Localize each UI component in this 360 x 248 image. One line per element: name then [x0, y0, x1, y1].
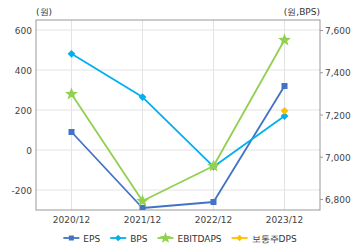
y-tick-label: -200 [12, 186, 33, 196]
y2-tick-label: 7,200 [325, 111, 351, 121]
point [139, 93, 147, 101]
y-tick-label: 400 [15, 66, 32, 76]
legend-label: 보통주DPS [252, 234, 297, 244]
y2-tick-label: 7,600 [325, 26, 351, 36]
legend: EPS BPS EBITDAPS 보통주DPS [63, 232, 297, 244]
grid-line [36, 110, 320, 111]
point [281, 107, 289, 115]
legend-item: EPS [63, 234, 100, 244]
point [282, 83, 288, 89]
chart-container: -200 0 200 400 600 6,800 7,000 7,200 7,400 7,600 2… [0, 0, 360, 248]
legend-item: EBITDAPS [157, 232, 221, 244]
y2-tick-label: 7,000 [325, 153, 351, 163]
grid-line [36, 70, 320, 71]
x-tick-label: 2020/12 [53, 215, 90, 225]
grid [36, 20, 320, 210]
y-tick-label: 0 [26, 146, 32, 156]
point [211, 199, 217, 205]
chart: -200 0 200 400 600 6,800 7,000 7,200 7,400 7,600 2… [0, 0, 360, 248]
legend-marker [69, 236, 74, 241]
legend-marker [236, 235, 243, 242]
grid-line [36, 150, 320, 151]
legend-marker [115, 235, 122, 242]
y2-tick [320, 115, 323, 116]
grid-line [71, 20, 72, 210]
x-tick-label: 2023/12 [266, 215, 303, 225]
grid-line [213, 20, 214, 210]
point [65, 87, 78, 99]
legend-item: 보통주DPS [232, 234, 297, 244]
legend-label: EBITDAPS [177, 234, 221, 244]
y2-tick [320, 72, 323, 73]
point [68, 50, 76, 58]
series-line [72, 40, 285, 201]
y-axis-title: (원) [36, 7, 52, 17]
x-tick-label: 2022/12 [195, 215, 232, 225]
point [140, 205, 146, 210]
legend-item: BPS [110, 234, 148, 244]
y2-tick [320, 199, 323, 200]
grid-line [36, 30, 320, 31]
legend-marker [160, 232, 171, 243]
point [136, 194, 149, 206]
series-line [72, 54, 285, 167]
y2-tick [320, 157, 323, 158]
y-tick-label: 200 [15, 106, 32, 116]
series-group [65, 33, 291, 210]
point [278, 33, 291, 45]
grid-line [36, 190, 320, 191]
point [207, 159, 220, 171]
point [69, 129, 75, 135]
grid-line [142, 20, 143, 210]
y2-tick-label: 7,400 [325, 68, 351, 78]
legend-label: EPS [83, 234, 100, 244]
plot-frame [36, 20, 320, 210]
legend-label: BPS [130, 234, 148, 244]
y2-tick [320, 30, 323, 31]
y2-tick-label: 6,800 [325, 195, 351, 205]
series-line [72, 86, 285, 208]
x-tick-label: 2021/12 [124, 215, 161, 225]
y-tick-label: 600 [15, 26, 32, 36]
y2-axis-title: (원,BPS) [284, 7, 320, 17]
